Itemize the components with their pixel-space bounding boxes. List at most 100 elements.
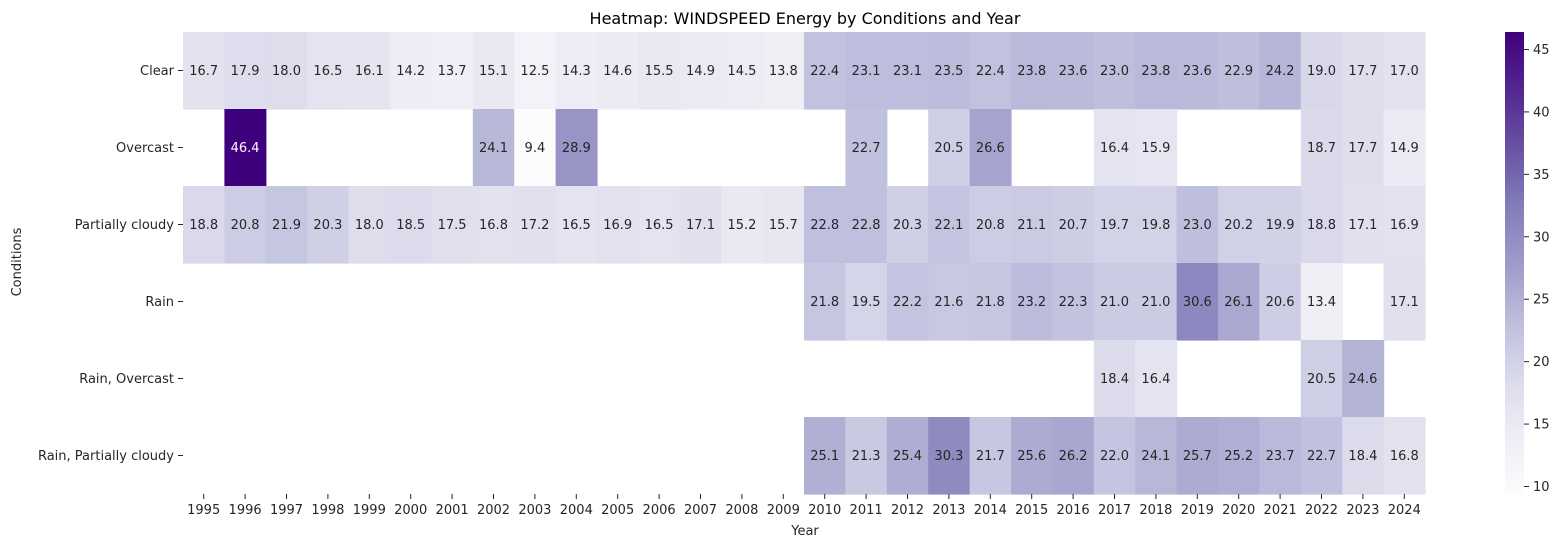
- cell-value-label: 22.2: [893, 295, 922, 310]
- heatmap-cell: [638, 186, 681, 264]
- heatmap-cell: [1300, 417, 1343, 495]
- heatmap-cell: [431, 32, 474, 110]
- cell-value-label: 21.7: [976, 449, 1005, 464]
- cell-value-label: 13.4: [1307, 295, 1336, 310]
- heatmap-cell: [1259, 186, 1302, 264]
- y-tick-label: Clear: [140, 64, 175, 79]
- heatmap-cell: [1300, 340, 1343, 418]
- x-tick-label: 1998: [311, 503, 344, 518]
- cell-value-label: 17.1: [1390, 295, 1419, 310]
- x-tick-label: 2006: [643, 503, 676, 518]
- y-tick-label: Rain: [145, 295, 174, 310]
- cell-value-label: 19.0: [1307, 64, 1336, 79]
- cell-value-label: 22.8: [852, 218, 881, 233]
- x-tick-label: 2002: [477, 503, 510, 518]
- chart-title: Heatmap: WINDSPEED Energy by Conditions …: [590, 9, 1021, 28]
- cell-value-label: 19.8: [1141, 218, 1170, 233]
- y-axis-label: Conditions: [10, 227, 25, 296]
- heatmap-cell: [348, 32, 391, 110]
- heatmap-cell: [183, 186, 225, 264]
- cell-value-label: 20.3: [313, 218, 342, 233]
- heatmap-cell: [1093, 109, 1136, 187]
- heatmap-cell: [679, 186, 722, 264]
- heatmap-cell: [969, 263, 1012, 341]
- y-tick-label: Rain, Partially cloudy: [38, 449, 174, 464]
- cell-value-label: 21.6: [934, 295, 963, 310]
- cell-value-label: 22.4: [810, 64, 839, 79]
- heatmap-cell: [1342, 186, 1385, 264]
- cell-value-label: 22.9: [1224, 64, 1253, 79]
- heatmap-cell: [845, 32, 888, 110]
- cell-value-label: 14.3: [562, 64, 591, 79]
- heatmap-cell: [845, 417, 888, 495]
- heatmap-cell: [638, 32, 681, 110]
- heatmap-cell: [928, 186, 971, 264]
- heatmap-cell: [224, 186, 267, 264]
- cell-value-label: 14.9: [686, 64, 715, 79]
- x-tick-label: 2018: [1139, 503, 1172, 518]
- heatmap-cell: [1383, 186, 1426, 264]
- cell-value-label: 20.8: [976, 218, 1005, 233]
- cell-value-label: 25.1: [810, 449, 839, 464]
- colorbar-tick-label: 45: [1533, 43, 1550, 58]
- heatmap-cell: [1300, 263, 1343, 341]
- cell-value-label: 24.2: [1266, 64, 1295, 79]
- heatmap-cell: [721, 186, 764, 264]
- cell-value-label: 28.9: [562, 141, 591, 156]
- cell-value-label: 21.1: [1017, 218, 1046, 233]
- cell-value-label: 17.7: [1348, 141, 1377, 156]
- x-axis-label: Year: [790, 524, 819, 539]
- cell-value-label: 18.8: [1307, 218, 1336, 233]
- heatmap-cell: [555, 186, 598, 264]
- colorbar-tick-label: 30: [1533, 230, 1550, 245]
- heatmap-cells: 16.7 17.9 18.0 16.5 16.1 14.2 13.7 15.1 12.5 14.3…: [183, 32, 1426, 495]
- heatmap-cell: [1218, 186, 1260, 264]
- cell-value-label: 20.6: [1266, 295, 1295, 310]
- heatmap-cell: [1011, 417, 1053, 495]
- heatmap-cell: [1383, 263, 1426, 341]
- heatmap-cell: [1093, 417, 1136, 495]
- heatmap-cell: [845, 263, 888, 341]
- cell-value-label: 15.7: [769, 218, 798, 233]
- heatmap-cell: [224, 109, 267, 187]
- heatmap-cell: [886, 263, 929, 341]
- heatmap-cell: [1135, 186, 1178, 264]
- cell-value-label: 20.8: [231, 218, 260, 233]
- cell-value-label: 13.7: [438, 64, 467, 79]
- heatmap-cell: [307, 186, 350, 264]
- colorbar-tick-label: 25: [1533, 293, 1550, 308]
- heatmap-cell: [1300, 32, 1343, 110]
- cell-value-label: 25.6: [1017, 449, 1046, 464]
- cell-value-label: 23.2: [1017, 295, 1046, 310]
- cell-value-label: 14.6: [603, 64, 632, 79]
- x-tick-label: 2019: [1181, 503, 1214, 518]
- heatmap-cell: [886, 417, 929, 495]
- x-tick-label: 1999: [353, 503, 386, 518]
- heatmap-cell: [555, 32, 598, 110]
- x-tick-label: 2015: [1015, 503, 1048, 518]
- heatmap-cell: [969, 417, 1012, 495]
- x-tick-label: 2000: [394, 503, 427, 518]
- cell-value-label: 18.8: [189, 218, 218, 233]
- heatmap-cell: [1259, 32, 1302, 110]
- heatmap-cell: [1093, 32, 1136, 110]
- cell-value-label: 46.4: [231, 141, 260, 156]
- cell-value-label: 21.8: [976, 295, 1005, 310]
- heatmap-cell: [1259, 263, 1302, 341]
- x-tick-label: 2005: [601, 503, 634, 518]
- heatmap-cell: [762, 32, 805, 110]
- heatmap-cell: [1093, 340, 1136, 418]
- cell-value-label: 22.4: [976, 64, 1005, 79]
- heatmap-cell: [1135, 340, 1178, 418]
- colorbar-tick-label: 15: [1533, 418, 1550, 433]
- x-tick-label: 1997: [270, 503, 303, 518]
- cell-value-label: 15.5: [645, 64, 674, 79]
- heatmap-cell: [804, 263, 846, 341]
- cell-value-label: 30.6: [1183, 295, 1212, 310]
- cell-value-label: 18.0: [272, 64, 301, 79]
- cell-value-label: 23.0: [1100, 64, 1129, 79]
- heatmap-cell: [1052, 263, 1095, 341]
- x-tick-label: 2012: [891, 503, 924, 518]
- heatmap-cell: [804, 32, 846, 110]
- heatmap-cell: [597, 186, 639, 264]
